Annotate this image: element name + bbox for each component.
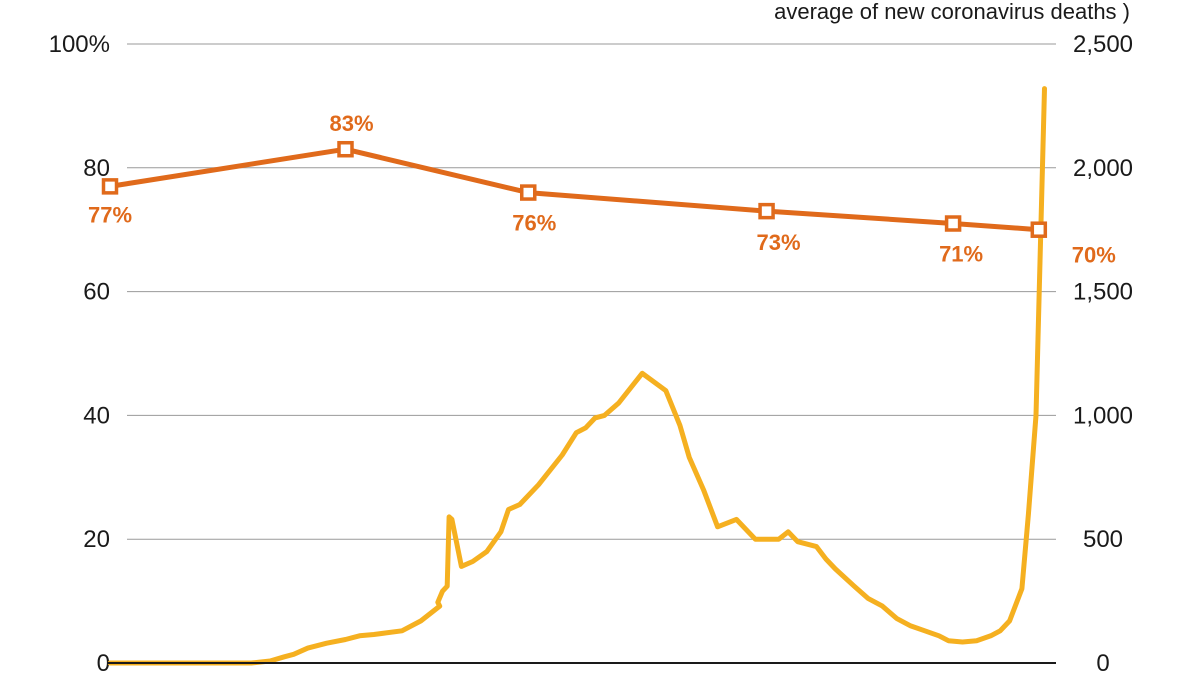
percent-marker xyxy=(1030,221,1048,238)
percent-data-label: 83% xyxy=(329,111,373,136)
right-axis-tick-label: 1,000 xyxy=(1073,402,1133,429)
percent-data-label: 71% xyxy=(939,242,983,267)
left-axis-tick-label: 40 xyxy=(83,402,110,429)
percent-marker xyxy=(519,184,537,201)
data-labels: 77% 83% 76% 73% 71% 70% xyxy=(88,111,1116,267)
right-axis-tick-label: 1,500 xyxy=(1073,279,1133,306)
deaths-average-line xyxy=(107,86,1047,666)
right-axis-tick-labels: 0 500 1,000 1,500 2,000 2,500 xyxy=(1073,31,1133,676)
header-note: average of new coronavirus deaths ) xyxy=(774,0,1130,24)
right-axis-tick-label: 500 xyxy=(1083,526,1123,553)
percent-marker xyxy=(758,202,775,220)
series-layer xyxy=(101,86,1048,666)
left-axis-tick-label: 20 xyxy=(83,526,110,553)
left-axis-tick-label: 60 xyxy=(83,279,110,306)
left-axis-tick-labels: 0 20 40 60 80 100% xyxy=(49,31,110,676)
left-axis-tick-label: 0 xyxy=(97,650,110,676)
percent-marker xyxy=(337,140,354,158)
right-axis-tick-label: 2,000 xyxy=(1073,155,1133,182)
percent-marker xyxy=(944,215,962,232)
right-axis-tick-label: 0 xyxy=(1096,650,1109,676)
left-axis-tick-label: 100% xyxy=(49,31,110,58)
percent-data-label: 76% xyxy=(512,211,556,236)
percent-data-label: 70% xyxy=(1072,243,1116,268)
percent-line xyxy=(109,146,1039,233)
gridlines xyxy=(127,43,1056,540)
percent-marker xyxy=(101,178,119,195)
percent-data-label: 77% xyxy=(88,202,132,227)
left-axis-tick-label: 80 xyxy=(83,155,110,182)
right-axis-tick-label: 2,500 xyxy=(1073,31,1133,58)
percent-data-label: 73% xyxy=(757,230,801,255)
